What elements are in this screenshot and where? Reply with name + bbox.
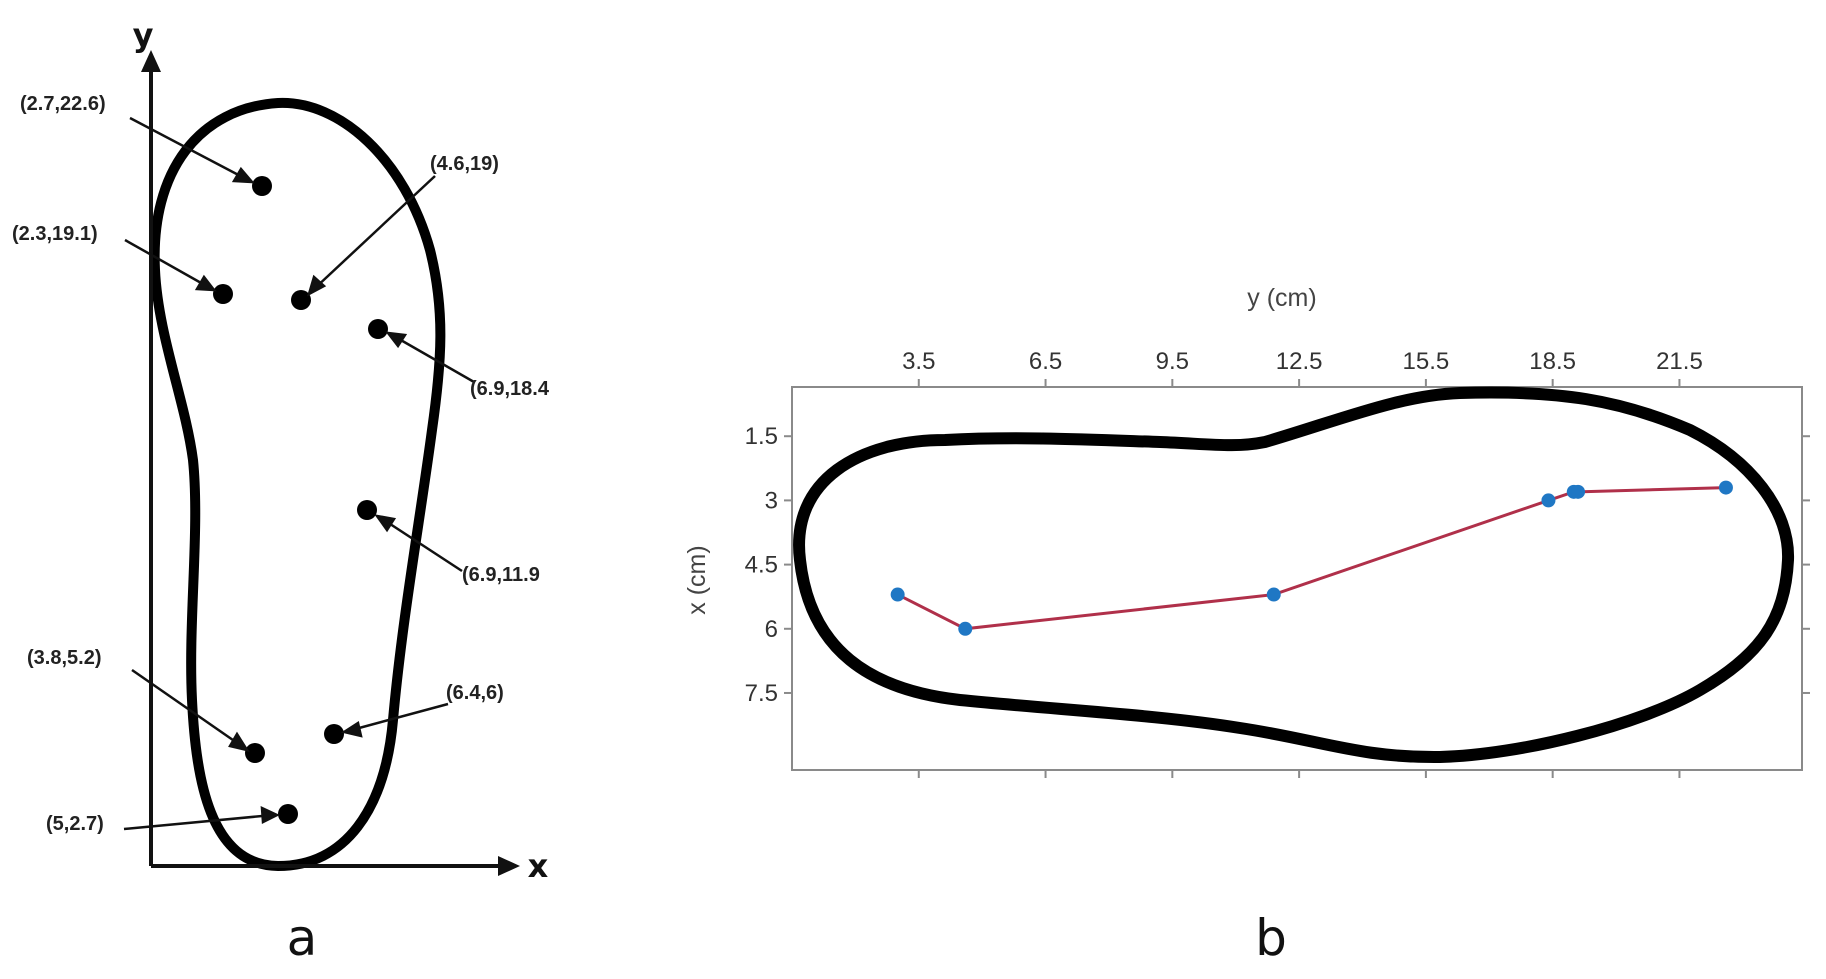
x-tick-label: 12.5 bbox=[1276, 348, 1323, 375]
y-tick-label: 3 bbox=[765, 487, 778, 514]
y-tick-label: 7.5 bbox=[745, 680, 778, 707]
arrowhead bbox=[228, 731, 250, 752]
sensor-dot bbox=[291, 290, 311, 310]
callout-arrow bbox=[312, 175, 436, 291]
arrowhead bbox=[260, 805, 280, 824]
callout-arrow bbox=[123, 813, 274, 831]
x-axis-label: x bbox=[528, 847, 549, 885]
sensor-dot bbox=[213, 284, 233, 304]
sensor-label: (6.4,6) bbox=[446, 682, 504, 704]
callout-arrow bbox=[391, 333, 475, 384]
data-point bbox=[890, 587, 905, 602]
data-point bbox=[1571, 484, 1586, 499]
callout-arrow bbox=[129, 116, 249, 182]
x-tick-label: 3.5 bbox=[902, 348, 935, 375]
y-axis-label: y bbox=[133, 16, 154, 54]
sensor-label: (6.9,18.4 bbox=[470, 378, 550, 400]
sensor-dot bbox=[357, 500, 377, 520]
y-ticks: 1.5 3 4.5 6 7.5 bbox=[745, 423, 1810, 707]
callout-arrow bbox=[380, 516, 463, 573]
arrowhead bbox=[194, 274, 217, 292]
x-axis-arrowhead bbox=[498, 856, 520, 876]
data-point bbox=[1718, 480, 1733, 495]
sensor-label: (5,2.7) bbox=[46, 813, 104, 835]
sensor-dot bbox=[252, 176, 272, 196]
sensor-label: (4.6,19) bbox=[430, 153, 499, 175]
x-tick-label: 9.5 bbox=[1156, 348, 1189, 375]
series-line bbox=[896, 486, 1726, 631]
panel-a: y x (2.7,22. bbox=[12, 16, 550, 967]
callout-arrow bbox=[124, 238, 211, 290]
sensor-dot bbox=[324, 724, 344, 744]
x-tick-label: 18.5 bbox=[1529, 348, 1576, 375]
arrowhead bbox=[374, 514, 397, 533]
sensor-dot bbox=[245, 743, 265, 763]
y-axis-title: x (cm) bbox=[683, 545, 711, 614]
data-point bbox=[1541, 493, 1556, 508]
arrowhead bbox=[231, 166, 255, 184]
panel-b-letter: b bbox=[1255, 909, 1287, 967]
x-tick-label: 21.5 bbox=[1656, 348, 1703, 375]
sensor-dot bbox=[368, 319, 388, 339]
plot-frame bbox=[791, 386, 1803, 771]
arrowhead bbox=[385, 331, 408, 349]
insole-outline-horizontal bbox=[793, 386, 1795, 764]
x-ticks: 3.5 6.5 9.5 12.5 15.5 18.5 21.5 bbox=[902, 348, 1703, 778]
sensor-dot bbox=[278, 804, 298, 824]
y-tick-label: 1.5 bbox=[745, 423, 778, 450]
callout-arrow bbox=[131, 668, 244, 749]
x-tick-label: 15.5 bbox=[1403, 348, 1450, 375]
x-tick-label: 6.5 bbox=[1029, 348, 1062, 375]
y-tick-label: 6 bbox=[765, 616, 778, 643]
sensor-series bbox=[890, 480, 1733, 636]
data-point bbox=[958, 621, 973, 636]
x-axis-title: y (cm) bbox=[1247, 284, 1316, 312]
arrowhead bbox=[340, 720, 363, 738]
sensor-label: (2.3,19.1) bbox=[12, 223, 98, 245]
insole-outline bbox=[149, 97, 446, 871]
arrowhead bbox=[306, 274, 327, 297]
y-axis-arrowhead bbox=[141, 50, 161, 72]
callout-arrow bbox=[347, 702, 449, 733]
sensor-label: (2.7,22.6) bbox=[20, 93, 106, 115]
y-tick-label: 4.5 bbox=[745, 552, 778, 579]
data-point bbox=[1266, 587, 1281, 602]
panel-b: 3.5 6.5 9.5 12.5 15.5 18.5 21.5 1.5 3 4.5 6 7.5 y … bbox=[683, 284, 1810, 967]
sensor-label: (3.8,5.2) bbox=[27, 647, 101, 669]
panel-a-letter: a bbox=[287, 909, 318, 967]
sensor-label: (6.9,11.9 bbox=[462, 564, 540, 586]
